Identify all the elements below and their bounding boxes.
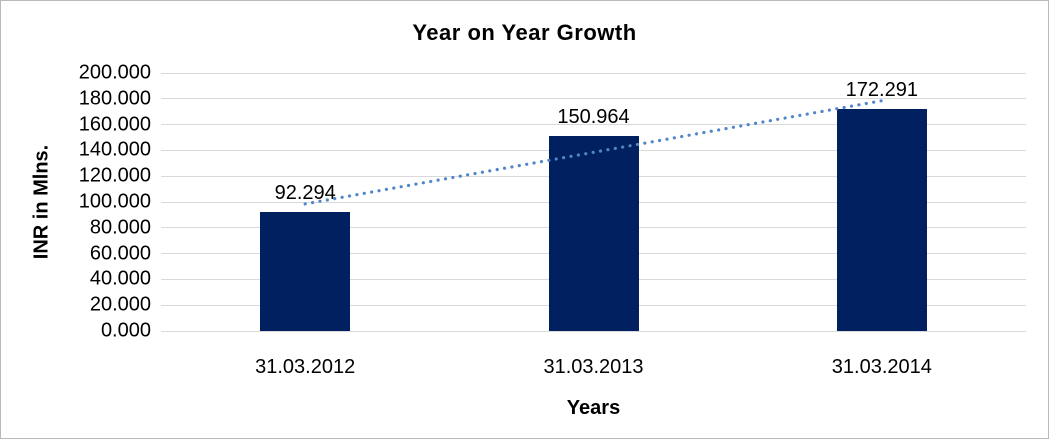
bar-value-label: 92.294 — [274, 181, 336, 204]
plot-area: 92.294 150.964 172.291 — [161, 72, 1026, 332]
bar — [548, 136, 639, 331]
bar-value-label: 172.291 — [845, 78, 918, 101]
gridline — [161, 330, 1026, 332]
y-tick-label: 200.000 — [78, 61, 151, 84]
y-tick-label: 0.000 — [100, 319, 151, 342]
y-tick-label: 180.000 — [78, 87, 151, 110]
y-tick-label: 100.000 — [78, 190, 151, 213]
y-tick-label: 60.000 — [89, 242, 151, 265]
bar-value-label: 150.964 — [557, 106, 630, 129]
x-tick-label: 31.03.2012 — [255, 356, 356, 378]
y-tick-label: 140.000 — [78, 138, 151, 161]
bar — [260, 211, 351, 331]
x-tick-label: 31.03.2014 — [831, 356, 932, 378]
y-tick-label: 160.000 — [78, 113, 151, 136]
gridline — [161, 98, 1026, 100]
chart-title: Year on Year Growth — [412, 20, 637, 45]
gridline — [161, 72, 1026, 74]
x-tick-label: 31.03.2013 — [543, 356, 644, 378]
y-tick-label: 40.000 — [89, 267, 151, 290]
y-tick-label: 20.000 — [89, 293, 151, 316]
x-axis-title: Years — [566, 397, 621, 419]
y-tick-label: 80.000 — [89, 216, 151, 239]
bar — [836, 108, 927, 331]
y-tick-label: 120.000 — [78, 164, 151, 187]
